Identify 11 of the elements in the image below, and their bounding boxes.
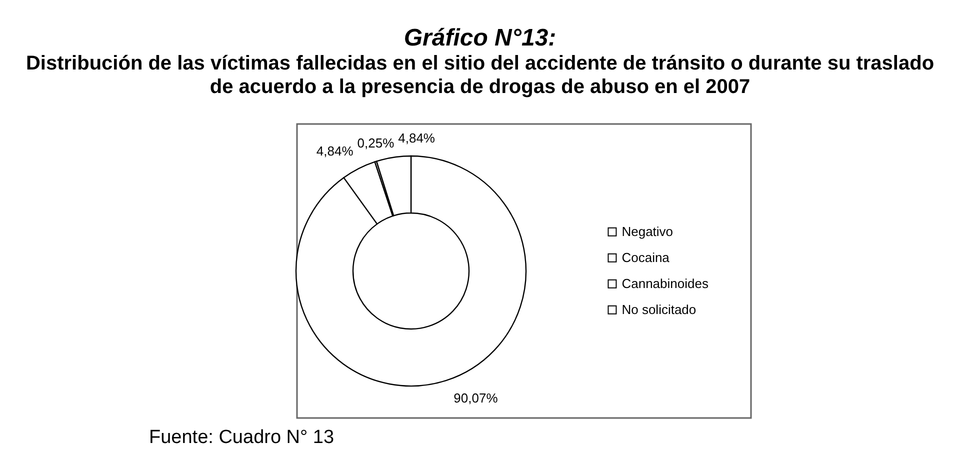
chart-title: Gráfico N°13: [404, 24, 556, 52]
chart-subtitle: Distribución de las víctimas fallecidas en el sitio del accidente de tránsito o durante su traslado de acuerdo a la presencia de drogas de abuso en el 2007 [26, 52, 934, 98]
legend-label: Negativo [622, 224, 674, 239]
data-label: 4,84% [398, 130, 436, 146]
legend-label: No solicitado [622, 302, 696, 317]
legend-label: Cocaina [622, 250, 670, 265]
data-label: 0,25% [357, 135, 395, 150]
data-label: 4,84% [316, 144, 354, 159]
legend-label: Cannabinoides [622, 276, 709, 291]
data-label: 90,07% [454, 390, 498, 406]
source-note: Fuente: Cuadro N° 13 [149, 427, 334, 448]
